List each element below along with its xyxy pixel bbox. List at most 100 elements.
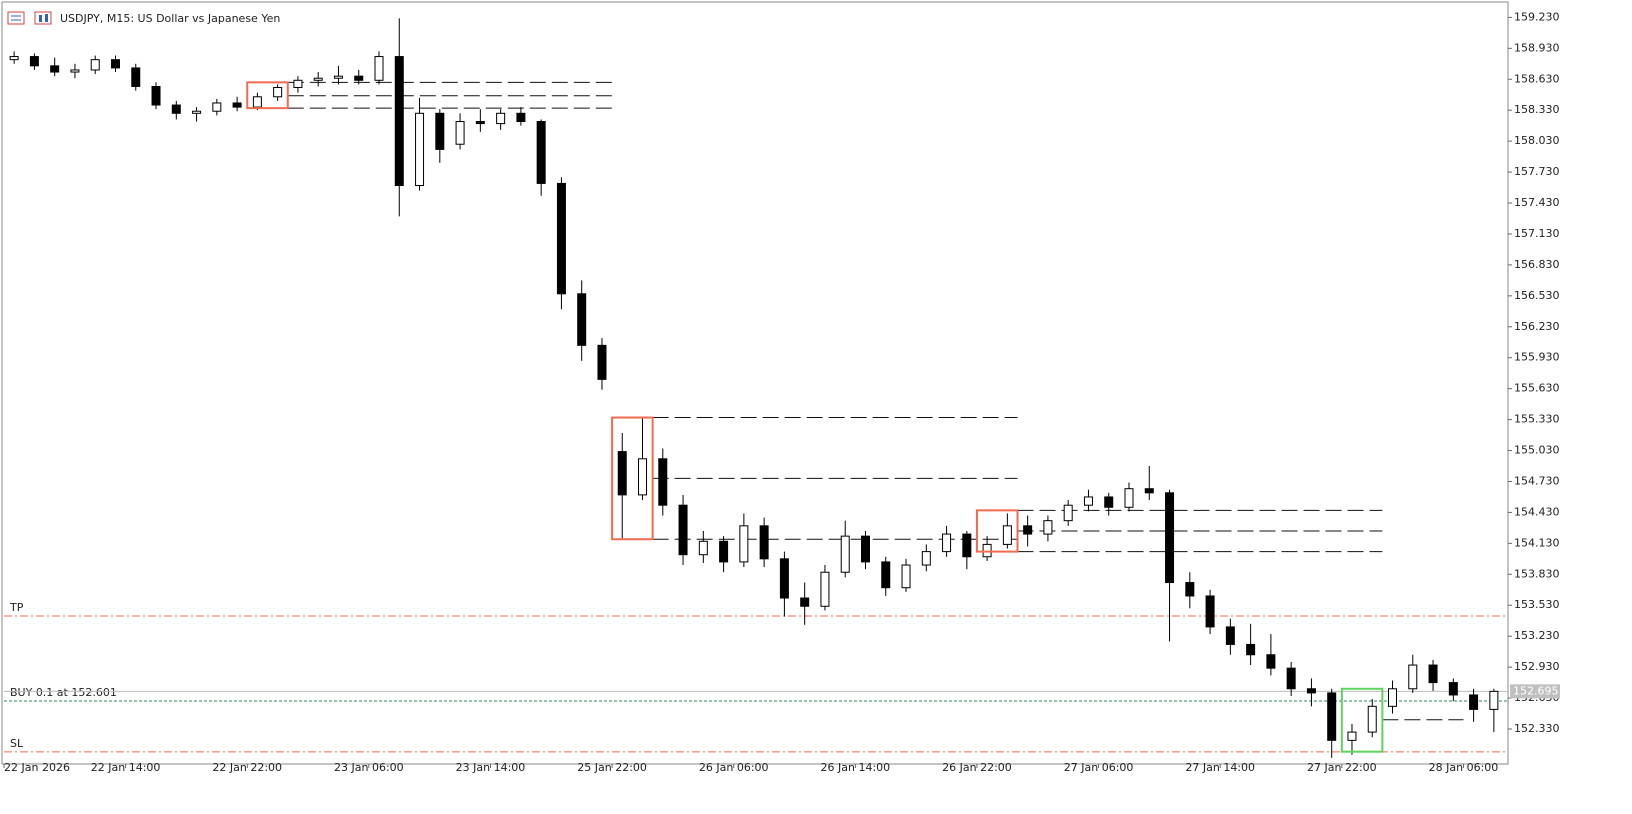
candle-body <box>617 451 627 496</box>
x-tick-label: 23 Jan 14:00 <box>456 761 526 774</box>
candle-body <box>90 59 100 71</box>
candle-body <box>171 104 181 114</box>
x-tick-label: 25 Jan 22:00 <box>577 761 647 774</box>
candle-body <box>1104 496 1114 508</box>
x-tick-label: 26 Jan 14:00 <box>821 761 891 774</box>
x-tick-label: 22 Jan 2026 <box>4 761 70 774</box>
candle-body <box>1002 525 1012 545</box>
candle-body <box>1428 664 1438 684</box>
candle-body <box>1225 626 1235 645</box>
x-tick-label: 28 Jan 06:00 <box>1429 761 1499 774</box>
candle-body <box>455 121 465 145</box>
candle-body <box>1266 654 1276 669</box>
candle-body <box>151 85 161 106</box>
zone-box <box>1340 687 1384 753</box>
candle-body <box>1306 688 1316 694</box>
candle-body <box>678 504 688 556</box>
x-tick-label: 26 Jan 06:00 <box>699 761 769 774</box>
candle-body <box>1327 692 1337 741</box>
candle-body <box>110 59 120 69</box>
y-tick-label: 155.930 <box>1514 351 1560 364</box>
y-tick-label: 157.130 <box>1514 227 1560 240</box>
x-tick-label: 27 Jan 06:00 <box>1064 761 1134 774</box>
y-tick-label: 154.730 <box>1514 474 1560 487</box>
candle-body <box>962 533 972 558</box>
candle-body <box>273 87 283 98</box>
zone-box <box>611 416 654 541</box>
candle-body <box>1124 488 1134 508</box>
candle-body <box>881 561 891 589</box>
candle-body <box>516 112 526 123</box>
candle-body <box>1388 688 1398 707</box>
candle-body <box>9 56 19 61</box>
candle-body <box>1144 488 1154 494</box>
candle-body <box>1286 667 1296 690</box>
candle-body <box>1205 595 1215 628</box>
candle-body <box>496 112 506 125</box>
candle-body <box>921 551 931 566</box>
candle-body <box>1063 504 1073 522</box>
candle-body <box>860 535 870 563</box>
candle-body <box>374 56 384 81</box>
y-tick-label: 153.830 <box>1514 567 1560 580</box>
candle-body <box>577 293 587 346</box>
candle-body <box>658 458 668 506</box>
candle-body <box>1408 664 1418 690</box>
candle-body <box>1165 492 1175 584</box>
y-tick-label: 155.330 <box>1514 413 1560 426</box>
y-tick-label: 153.230 <box>1514 629 1560 642</box>
icon <box>39 15 42 22</box>
candle-body <box>333 75 343 79</box>
y-tick-label: 154.130 <box>1514 536 1560 549</box>
icon <box>45 14 48 22</box>
candle-body <box>1469 694 1479 710</box>
y-tick-label: 156.530 <box>1514 289 1560 302</box>
price-tag-label: 152.695 <box>1513 684 1559 697</box>
y-tick-label: 158.330 <box>1514 103 1560 116</box>
y-tick-label: 158.930 <box>1514 41 1560 54</box>
icon <box>34 11 52 25</box>
candle-body <box>131 67 141 87</box>
candle-body <box>252 96 262 108</box>
candle-body <box>1367 705 1377 733</box>
candle-body <box>698 540 708 556</box>
candle-body <box>800 597 810 607</box>
level-label: SL <box>10 737 24 750</box>
candle-body <box>982 543 992 558</box>
candle-body <box>415 112 425 186</box>
y-tick-label: 158.030 <box>1514 134 1560 147</box>
y-tick-label: 157.430 <box>1514 196 1560 209</box>
x-tick-label: 22 Jan 14:00 <box>91 761 161 774</box>
candle-body <box>556 182 566 295</box>
candle-body <box>313 77 323 81</box>
candle-body <box>759 525 769 560</box>
candle-body <box>354 75 364 81</box>
candle-body <box>212 102 222 112</box>
candle-body <box>536 121 546 184</box>
level-label: BUY 0.1 at 152.601 <box>10 686 117 699</box>
candle-body <box>1083 496 1093 506</box>
candle-body <box>779 558 789 599</box>
candle-body <box>293 79 303 89</box>
y-tick-label: 158.630 <box>1514 72 1560 85</box>
candle-body <box>1489 690 1499 710</box>
x-tick-label: 27 Jan 22:00 <box>1307 761 1377 774</box>
chart-title: USDJPY, M15: US Dollar vs Japanese Yen <box>60 12 280 25</box>
y-tick-label: 152.930 <box>1514 660 1560 673</box>
x-tick-label: 23 Jan 06:00 <box>334 761 404 774</box>
x-tick-label: 26 Jan 22:00 <box>942 761 1012 774</box>
plot-frame <box>1 1 1509 765</box>
candle-body <box>1043 520 1053 535</box>
y-tick-label: 156.830 <box>1514 258 1560 271</box>
candle-body <box>638 458 648 496</box>
candle-body <box>840 535 850 573</box>
candle-body <box>597 344 607 380</box>
candle-body <box>1185 582 1195 597</box>
y-tick-label: 156.230 <box>1514 320 1560 333</box>
level-label: TP <box>9 601 24 614</box>
y-tick-label: 152.330 <box>1514 722 1560 735</box>
candle-body <box>192 110 202 114</box>
candle-body <box>1246 643 1256 656</box>
